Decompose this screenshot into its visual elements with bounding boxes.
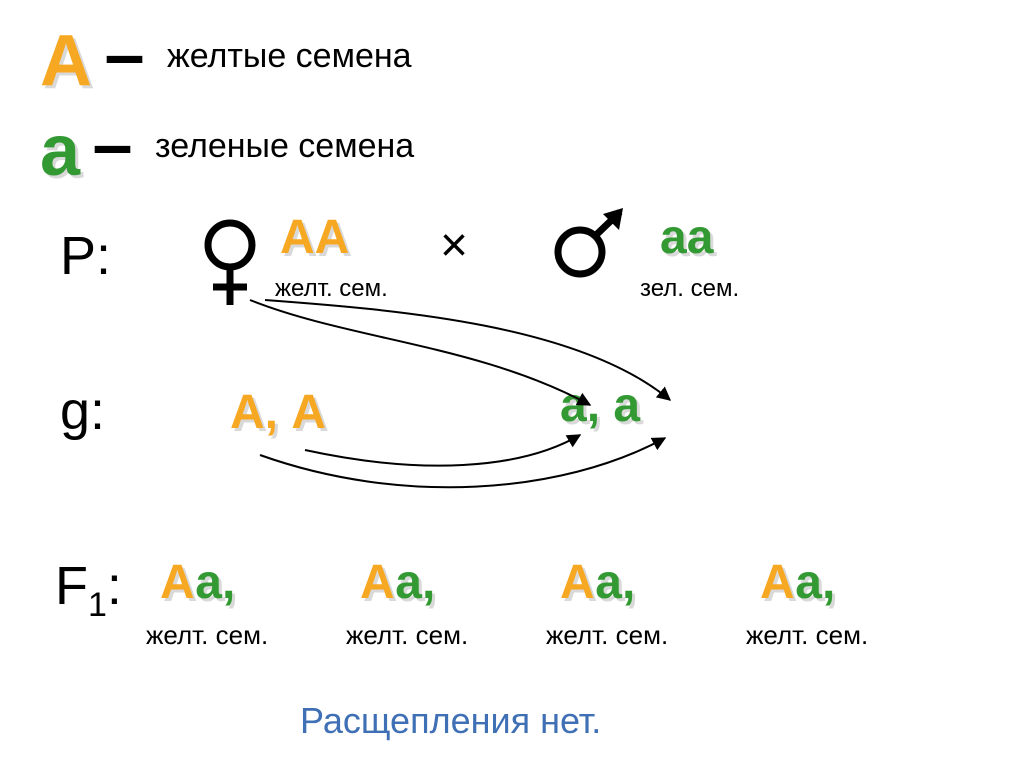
row-F1-label: F1: bbox=[55, 555, 122, 625]
f1-pheno: желт. сем. bbox=[146, 620, 268, 651]
f1-genotype: Аа,Аа, bbox=[360, 555, 435, 610]
f1-pheno: желт. сем. bbox=[746, 620, 868, 651]
f1-genotype: Аа,Аа, bbox=[760, 555, 835, 610]
arrow-2 bbox=[265, 300, 670, 400]
arrow-4 bbox=[260, 438, 665, 487]
gamete-arrows bbox=[0, 0, 1024, 767]
arrow-3 bbox=[305, 435, 580, 466]
conclusion-text: Расщепления нет. bbox=[300, 700, 601, 742]
f1-pheno: желт. сем. bbox=[346, 620, 468, 651]
f1-genotype: Аа,Аа, bbox=[160, 555, 235, 610]
f1-pheno: желт. сем. bbox=[546, 620, 668, 651]
f1-genotype: Аа,Аа, bbox=[560, 555, 635, 610]
